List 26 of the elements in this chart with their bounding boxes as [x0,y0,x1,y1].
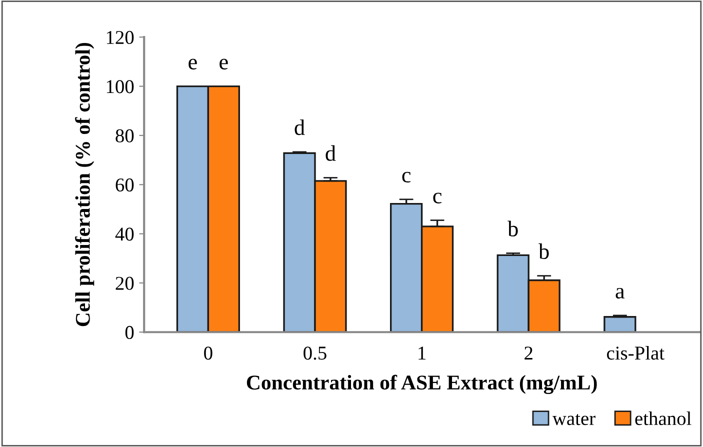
y-tick-label: 120 [106,30,134,44]
x-tick-label: 2 [524,346,532,360]
y-tick-label: 20 [116,276,134,290]
x-tick-label: 0.5 [304,346,326,360]
y-tick-label: 0 [125,326,134,340]
data-label: e [188,58,197,70]
x-tick-label: 1 [418,346,426,360]
y-axis-title: Cell proliferation (% of control) [75,42,94,326]
legend-label: water [552,414,596,426]
data-label: c [402,172,411,183]
legend-label: ethanol [635,411,692,426]
data-label: c [433,192,442,204]
y-tick-label: 80 [116,129,134,142]
x-axis-title: Concentration of ASE Extract (mg/mL) [246,374,597,394]
bar [604,316,636,332]
data-label: d [294,119,305,136]
data-label: a [616,288,625,299]
x-tick-label: 0 [204,346,212,360]
data-label: b [538,243,549,260]
data-label: b [508,220,518,236]
y-tick-label: 40 [115,228,134,241]
y-tick-label: 100 [106,80,134,94]
data-label: d [326,145,336,161]
data-label: e [220,58,228,70]
y-tick-label: 60 [116,178,134,192]
x-tick-label: cis-Plat [606,346,664,360]
